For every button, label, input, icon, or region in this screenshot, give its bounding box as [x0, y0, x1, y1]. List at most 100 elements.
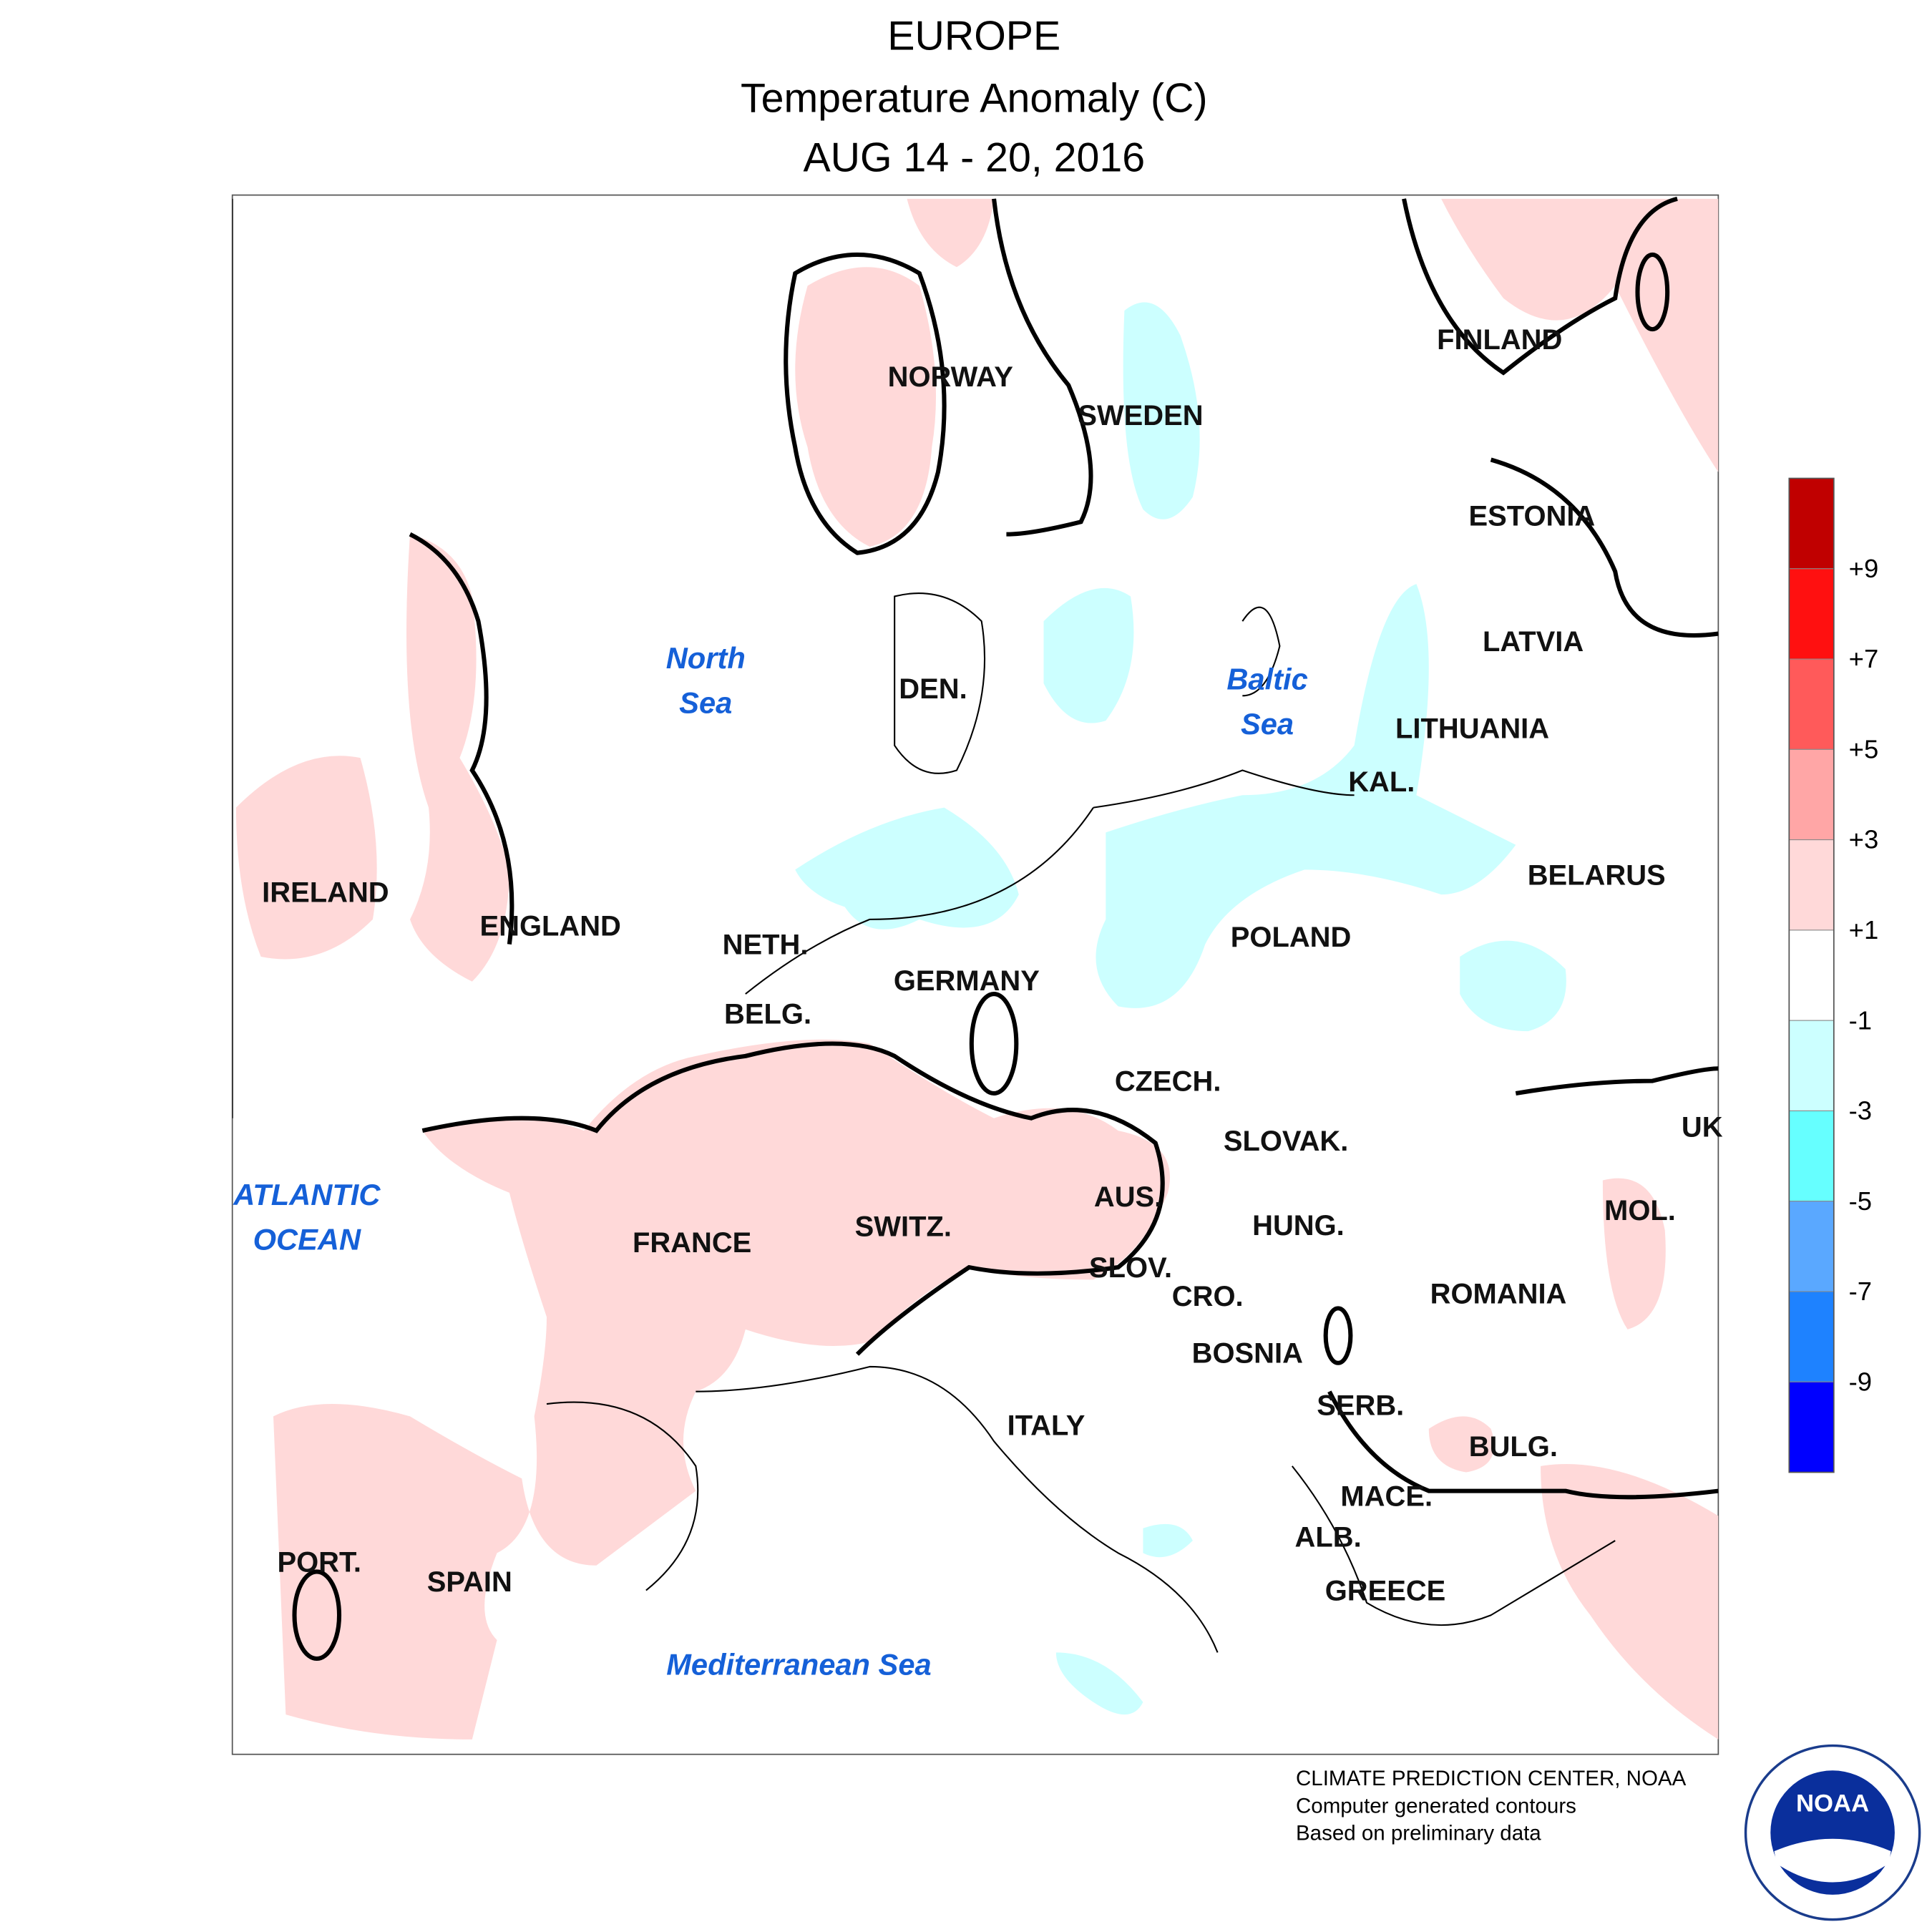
- credits: CLIMATE PREDICTION CENTER, NOAA Computer…: [1296, 1767, 1687, 1845]
- colorbar-label: +5: [1849, 734, 1879, 763]
- region-label: ESTONIA: [1469, 500, 1596, 532]
- region-label: SLOVAK.: [1224, 1126, 1348, 1157]
- region-label: FINLAND: [1437, 324, 1562, 356]
- region-label: SERB.: [1317, 1390, 1404, 1422]
- coastline: [894, 592, 1281, 774]
- region-label: KAL.: [1348, 766, 1415, 798]
- subtitle: Temperature Anomaly (C): [741, 75, 1208, 121]
- warm-area: [795, 267, 937, 547]
- region-label: BELARUS: [1528, 859, 1666, 891]
- colorbar-label: -5: [1849, 1186, 1872, 1216]
- region-label: CZECH.: [1115, 1066, 1221, 1098]
- colorbar-label: +3: [1849, 825, 1879, 854]
- region-label: IRELAND: [262, 877, 389, 909]
- cool-area: [1055, 1652, 1143, 1715]
- colorbar-bin: [1788, 1020, 1835, 1111]
- colorbar-label: -9: [1849, 1367, 1872, 1396]
- colorbar-label: +9: [1849, 554, 1879, 583]
- contour: [992, 198, 1093, 537]
- contour: [1515, 1066, 1719, 1096]
- region-label: MOL.: [1604, 1195, 1676, 1226]
- cool-area: [1460, 940, 1566, 1032]
- region-label: SLOV.: [1089, 1252, 1172, 1284]
- logo-wave: [1774, 1838, 1891, 1883]
- logo-text: NOAA: [1796, 1790, 1869, 1818]
- sea-label: Sea: [679, 686, 732, 720]
- region-label: SWITZ.: [855, 1211, 952, 1243]
- region-label: ALB.: [1295, 1522, 1362, 1553]
- colorbar-bin: [1788, 930, 1835, 1021]
- region-label: ITALY: [1008, 1410, 1085, 1441]
- warm-area: [1428, 1416, 1494, 1473]
- coastline: [232, 198, 1219, 1653]
- warm-area: [406, 534, 509, 982]
- region-label: BOSNIA: [1192, 1338, 1303, 1370]
- title: EUROPE: [887, 13, 1060, 59]
- map-area: NORWAY SWEDEN FINLAND ESTONIA LATVIA LIT…: [231, 194, 1723, 1755]
- noaa-logo: NOAA: [1744, 1744, 1921, 1921]
- colorbar-label: -3: [1849, 1096, 1872, 1126]
- region-label: CRO.: [1172, 1281, 1244, 1312]
- colorbar-bin: [1788, 658, 1835, 750]
- contour: [1490, 457, 1719, 638]
- colorbar-bin: [1788, 1201, 1835, 1292]
- colorbar-bin: [1788, 1110, 1835, 1202]
- region-label: LITHUANIA: [1395, 713, 1549, 744]
- region-label: FRANCE: [633, 1227, 751, 1259]
- region-label: LATVIA: [1483, 626, 1584, 658]
- region-label: BULG.: [1469, 1431, 1558, 1463]
- anomaly-shading: [232, 196, 1719, 1740]
- cool-area: [1123, 302, 1200, 519]
- colorbar-bin: [1788, 748, 1835, 841]
- region-label: HUNG.: [1252, 1210, 1345, 1241]
- colorbar-frame: [1788, 477, 1835, 1473]
- region-label: SPAIN: [427, 1566, 512, 1598]
- region-label: UK: [1682, 1112, 1723, 1143]
- region-label: GREECE: [1325, 1575, 1446, 1606]
- sea-label: Baltic: [1226, 663, 1307, 696]
- region-label: DEN.: [899, 673, 967, 705]
- warm-area: [273, 1039, 1171, 1740]
- region-label: ROMANIA: [1430, 1278, 1567, 1309]
- colorbar-bin: [1788, 1381, 1835, 1473]
- region-label: ENGLAND: [480, 910, 621, 942]
- warm-area: [907, 198, 995, 268]
- warm-area: [1602, 1178, 1666, 1330]
- credit-line: Computer generated contours: [1296, 1794, 1576, 1818]
- colorbar-bin: [1788, 477, 1835, 570]
- warm-area: [1441, 198, 1719, 472]
- contour: [1323, 1306, 1353, 1365]
- period: AUG 14 - 20, 2016: [803, 135, 1145, 181]
- region-label: BELG.: [724, 999, 811, 1030]
- sea-labels: North Sea Baltic Sea ATLANTIC OCEAN Medi…: [233, 641, 1307, 1681]
- sea-label: North: [666, 641, 746, 675]
- contour: [1635, 252, 1670, 332]
- cool-area: [1143, 1523, 1193, 1558]
- colorbar-label: +1: [1849, 915, 1879, 945]
- coastline: [1291, 1465, 1616, 1626]
- contour: [421, 1041, 1165, 1356]
- region-labels: NORWAY SWEDEN FINLAND ESTONIA LATVIA LIT…: [262, 324, 1723, 1606]
- region-label: SWEDEN: [1078, 400, 1203, 431]
- contour: [784, 252, 947, 555]
- contour: [1327, 1390, 1719, 1500]
- contour: [292, 1569, 342, 1662]
- colorbar-bin: [1788, 839, 1835, 931]
- colorbar-bin: [1788, 1291, 1835, 1382]
- cool-area: [1043, 587, 1134, 723]
- coastline: [745, 769, 1355, 995]
- colorbar-bin: [1788, 568, 1835, 660]
- contour: [1402, 196, 1678, 376]
- sea-label: Mediterranean Sea: [666, 1648, 931, 1682]
- warm-area: [1541, 1463, 1719, 1740]
- credit-line: Based on preliminary data: [1296, 1822, 1541, 1845]
- contour: [409, 532, 514, 945]
- colorbar-label: -7: [1849, 1277, 1872, 1306]
- region-label: POLAND: [1231, 922, 1352, 953]
- sea-label: Sea: [1241, 707, 1294, 741]
- credit-line: CLIMATE PREDICTION CENTER, NOAA: [1296, 1767, 1687, 1790]
- region-label: NETH.: [723, 930, 809, 961]
- colorbar-label: -1: [1849, 1005, 1872, 1035]
- region-label: PORT.: [277, 1546, 361, 1578]
